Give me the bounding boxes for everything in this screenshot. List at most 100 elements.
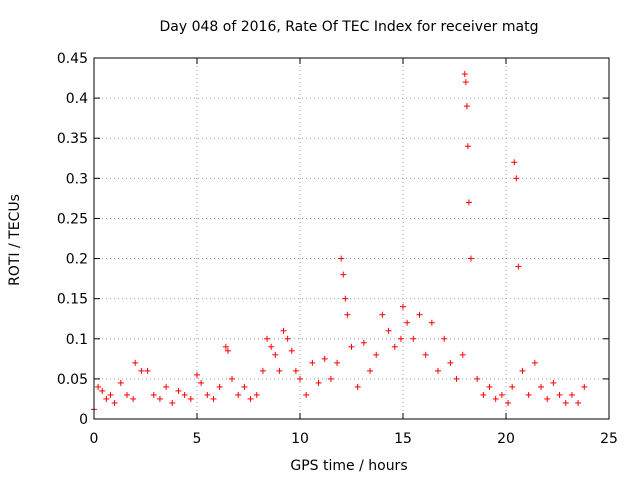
data-point: [422, 351, 429, 358]
data-point: [259, 367, 266, 374]
data-point: [467, 255, 474, 262]
data-point: [107, 391, 114, 398]
y-tick-label: 0.35: [57, 131, 88, 147]
y-tick-label: 0.2: [66, 252, 88, 268]
data-point: [348, 343, 355, 350]
data-point: [224, 347, 231, 354]
data-point: [428, 319, 435, 326]
data-point: [492, 395, 499, 402]
data-point: [575, 399, 582, 406]
plot-frame: [93, 57, 610, 420]
data-point: [327, 375, 334, 382]
data-point: [498, 391, 505, 398]
data-point: [404, 319, 411, 326]
data-point: [272, 351, 279, 358]
data-point: [340, 271, 347, 278]
data-point: [568, 391, 575, 398]
x-tick-label: 20: [497, 431, 515, 447]
data-point: [463, 103, 470, 110]
data-point: [379, 311, 386, 318]
data-point: [303, 391, 310, 398]
axes: 0 0.05 0.1 0.15 0.2 0.25 0.3 0.35 0.4 0.45 0 5 10 15 2…: [57, 51, 618, 447]
y-axis-label: ROTI / TECUs: [7, 194, 23, 286]
data-point: [519, 367, 526, 374]
data-point: [397, 335, 404, 342]
data-point: [280, 327, 287, 334]
data-point: [253, 391, 260, 398]
data-point: [581, 383, 588, 390]
chart-title: Day 048 of 2016, Rate Of TEC Index for r…: [160, 19, 539, 35]
data-point: [513, 175, 520, 182]
data-point: [321, 355, 328, 362]
data-point: [486, 383, 493, 390]
data-point: [464, 143, 471, 150]
data-point: [544, 395, 551, 402]
data-point: [400, 303, 406, 310]
data-point: [342, 295, 349, 302]
data-point: [163, 383, 170, 390]
data-point: [187, 395, 194, 402]
data-point: [288, 347, 295, 354]
x-tick-label: 25: [600, 431, 618, 447]
data-point: [459, 351, 466, 358]
data-point: [385, 327, 392, 334]
data-point: [150, 391, 157, 398]
data-points: [91, 71, 588, 413]
data-point: [216, 383, 223, 390]
grid-lines: [94, 58, 609, 419]
data-point: [505, 399, 512, 406]
y-tick-label: 0.3: [66, 171, 88, 187]
data-point: [268, 343, 275, 350]
data-point: [103, 395, 110, 402]
x-tick-label: 5: [193, 431, 202, 447]
data-point: [194, 371, 200, 378]
data-point: [99, 387, 106, 394]
data-point: [198, 379, 205, 386]
data-point: [550, 379, 557, 386]
data-point: [562, 399, 569, 406]
data-point: [410, 335, 417, 342]
data-point: [480, 391, 487, 398]
data-point: [416, 311, 423, 318]
data-point: [511, 159, 518, 166]
x-tick-label: 10: [291, 431, 309, 447]
data-point: [334, 359, 341, 366]
x-axis-label: GPS time / hours: [290, 458, 407, 474]
data-point: [465, 199, 472, 206]
y-tick-label: 0.4: [66, 91, 88, 107]
data-point: [169, 399, 176, 406]
data-point: [181, 391, 188, 398]
data-point: [367, 367, 374, 374]
data-point: [309, 359, 316, 366]
data-point: [95, 383, 102, 390]
data-point: [123, 391, 130, 398]
data-point: [474, 375, 481, 382]
data-point: [132, 359, 139, 366]
data-point: [204, 391, 211, 398]
data-point: [391, 343, 398, 350]
data-point: [138, 367, 145, 374]
data-point: [354, 383, 361, 390]
x-tick-label: 0: [90, 431, 99, 447]
data-point: [284, 335, 291, 342]
data-point: [175, 387, 182, 394]
y-tick-label: 0.1: [66, 332, 88, 348]
data-point: [297, 375, 303, 382]
data-point: [315, 379, 322, 386]
x-tick-label: 15: [394, 431, 412, 447]
data-point: [531, 359, 538, 366]
data-point: [247, 395, 254, 402]
data-point: [111, 399, 118, 406]
data-point: [241, 383, 248, 390]
y-tick-label: 0.45: [57, 51, 88, 67]
data-point: [441, 335, 448, 342]
data-point: [556, 391, 563, 398]
data-point: [344, 311, 351, 318]
data-point: [235, 391, 242, 398]
data-point: [525, 391, 532, 398]
data-point: [264, 335, 271, 342]
data-point: [447, 359, 454, 366]
data-point: [276, 367, 283, 374]
data-point: [338, 255, 345, 262]
data-point: [156, 395, 163, 402]
